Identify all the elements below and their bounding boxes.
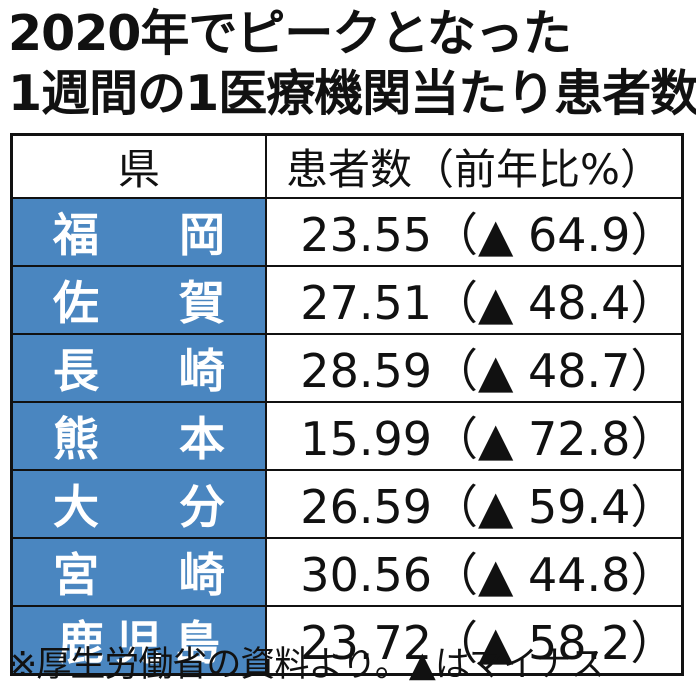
prefecture-name: 宮崎 <box>53 548 225 602</box>
column-header: 県 <box>10 133 267 199</box>
prefecture-name: 長崎 <box>53 344 225 398</box>
prefecture-name: 大分 <box>53 480 225 534</box>
table-row: 鹿児島 23.72（▲ 58.2） <box>10 605 684 676</box>
year-change: （▲ 58.2） <box>432 616 677 670</box>
patient-count: 23.55 <box>300 208 432 262</box>
title-line: 1週間の1医療機関当たり患者数 <box>8 65 696 122</box>
title: 2020年でピークとなった 1週間の1医療機関当たり患者数 <box>8 4 696 124</box>
prefecture-cell: 鹿児島 <box>10 605 267 676</box>
table-row: 佐賀 27.51（▲ 48.4） <box>10 265 684 335</box>
value-cell: 23.55（▲ 64.9） <box>265 197 684 267</box>
prefecture-cell: 佐賀 <box>10 265 267 335</box>
table-row: 熊本 15.99（▲ 72.8） <box>10 401 684 471</box>
patient-count: 15.99 <box>300 412 432 466</box>
value-cell: 26.59（▲ 59.4） <box>265 469 684 539</box>
patient-count: 23.72 <box>300 616 432 670</box>
footnote: ※厚生労働省の資料より。▲はマイナス <box>8 645 605 685</box>
value-cell: 15.99（▲ 72.8） <box>265 401 684 471</box>
year-change: （▲ 64.9） <box>432 208 677 262</box>
patient-count: 27.51 <box>300 276 432 330</box>
prefecture-name: 福岡 <box>53 208 225 262</box>
prefecture-cell: 宮崎 <box>10 537 267 607</box>
prefecture-name: 鹿児島 <box>58 616 220 670</box>
prefecture-cell: 福岡 <box>10 197 267 267</box>
year-change: （▲ 48.4） <box>432 276 677 330</box>
patient-count: 30.56 <box>300 548 432 602</box>
patient-count: 26.59 <box>300 480 432 534</box>
data-table: 県 患者数（前年比%） 福岡 23.55（▲ 64.9） 佐賀 27.51（▲ 48.… <box>10 133 684 676</box>
table-row: 福岡 23.55（▲ 64.9） <box>10 197 684 267</box>
value-cell: 30.56（▲ 44.8） <box>265 537 684 607</box>
prefecture-cell: 長崎 <box>10 333 267 403</box>
patient-count: 28.59 <box>300 344 432 398</box>
prefecture-cell: 熊本 <box>10 401 267 471</box>
column-header: 患者数（前年比%） <box>265 133 684 199</box>
year-change: （▲ 44.8） <box>432 548 677 602</box>
year-change: （▲ 59.4） <box>432 480 677 534</box>
prefecture-name: 佐賀 <box>53 276 225 330</box>
value-cell: 27.51（▲ 48.4） <box>265 265 684 335</box>
table-row: 長崎 28.59（▲ 48.7） <box>10 333 684 403</box>
table-row: 大分 26.59（▲ 59.4） <box>10 469 684 539</box>
title-line: 2020年でピークとなった <box>8 5 572 62</box>
table-row: 宮崎 30.56（▲ 44.8） <box>10 537 684 607</box>
year-change: （▲ 48.7） <box>432 344 677 398</box>
prefecture-cell: 大分 <box>10 469 267 539</box>
value-cell: 23.72（▲ 58.2） <box>265 605 684 676</box>
value-cell: 28.59（▲ 48.7） <box>265 333 684 403</box>
prefecture-name: 熊本 <box>53 412 225 466</box>
year-change: （▲ 72.8） <box>432 412 677 466</box>
header-row: 県 患者数（前年比%） <box>10 133 684 199</box>
